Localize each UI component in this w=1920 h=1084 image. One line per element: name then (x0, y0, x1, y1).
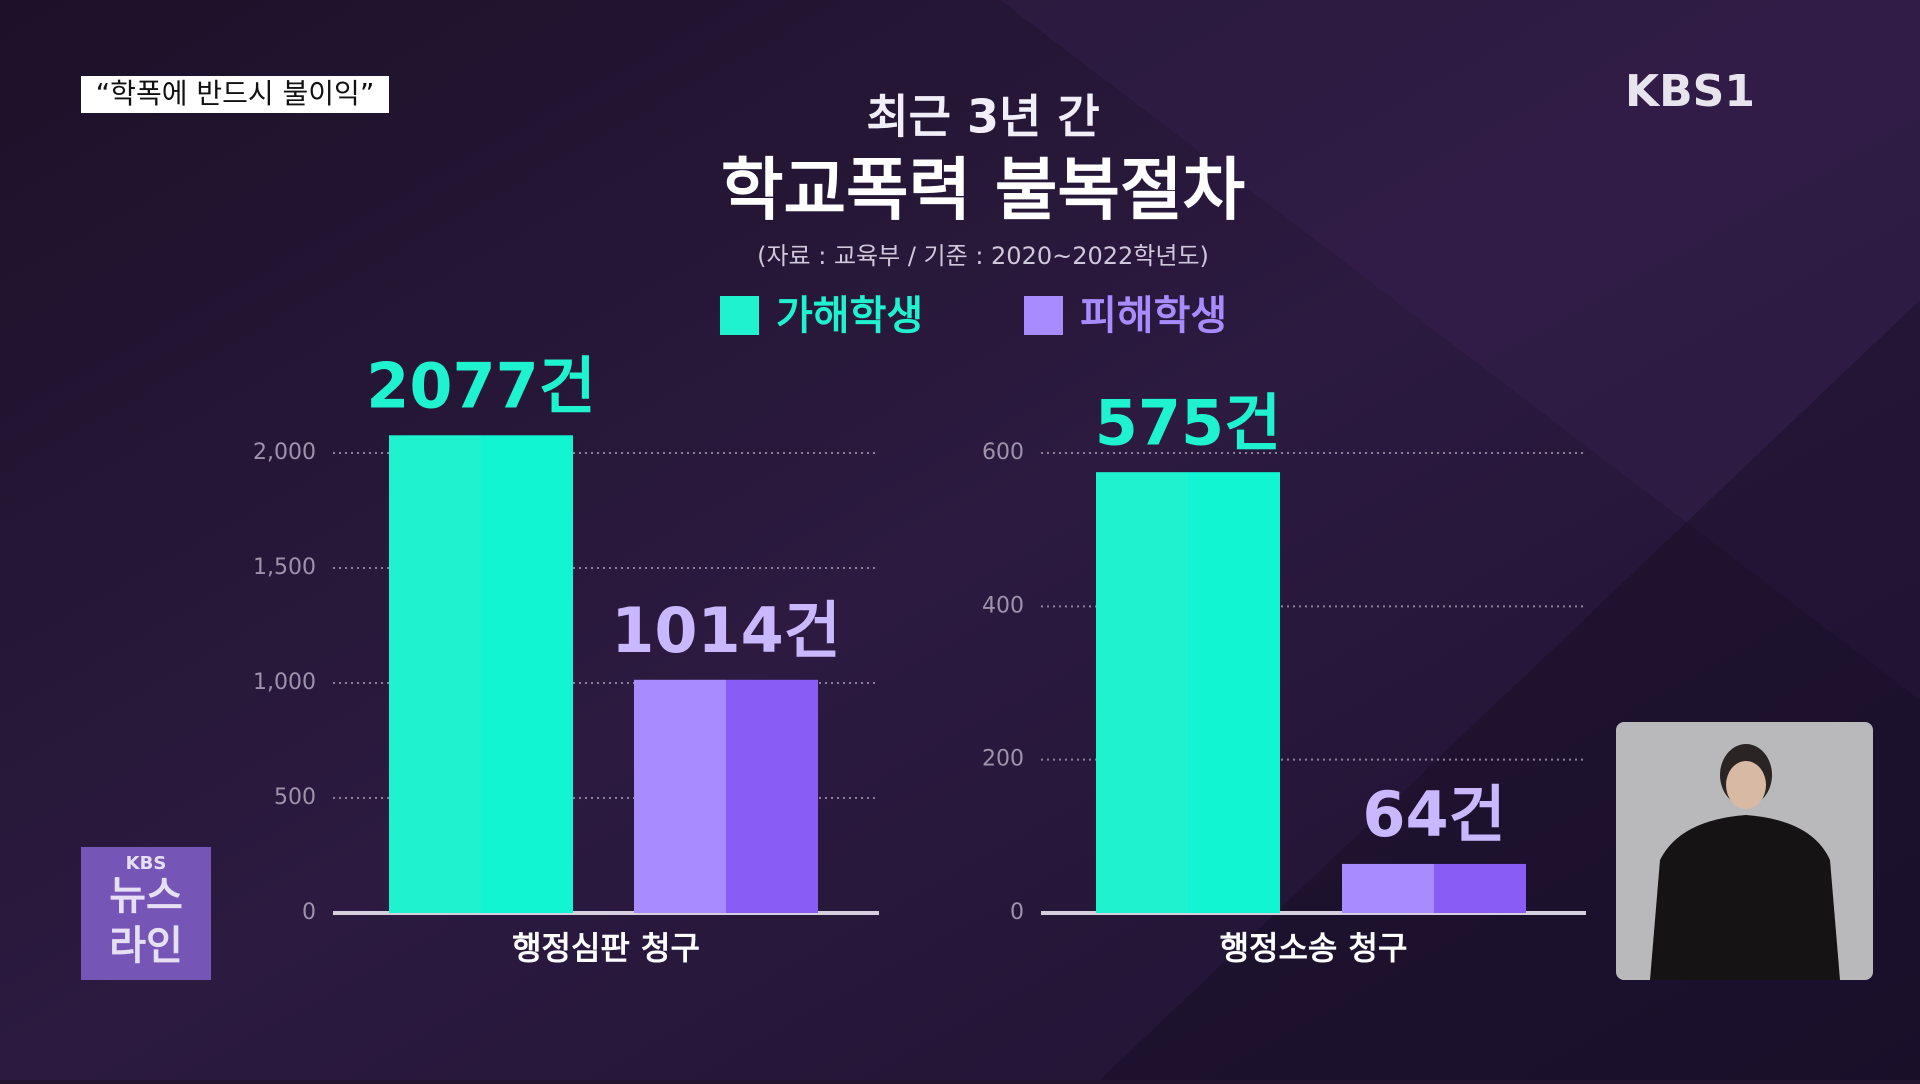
bar (1342, 863, 1526, 913)
y-tick-label: 1,500 (253, 555, 316, 580)
bar (1096, 472, 1280, 913)
program-logo-text: 뉴스 (109, 873, 183, 919)
y-tick-label: 2,000 (253, 440, 316, 465)
legend-swatch (720, 296, 759, 335)
value-label: 2077건 (366, 349, 596, 422)
bar (389, 435, 573, 913)
y-tick-label: 500 (274, 785, 316, 810)
charts: 0 500 1,000 1,500 2,000 행정심판 청구 2077건 1014건 0 200… (253, 349, 1586, 967)
program-logo-text: 라인 (109, 923, 183, 969)
y-tick-label: 1,000 (253, 670, 316, 695)
y-tick-label: 600 (982, 440, 1024, 465)
interpreter-face (1726, 761, 1766, 809)
legend-label: 가해학생 (776, 293, 923, 339)
y-tick-label: 200 (982, 747, 1024, 772)
legend: 가해학생 피해학생 (720, 293, 1227, 339)
program-logo-box (81, 847, 211, 980)
x-tick-label: 행정심판 청구 (512, 929, 700, 967)
program-logo-brand: KBS (126, 853, 167, 874)
interpreter-body (1650, 815, 1840, 980)
x-tick-label: 행정소송 청구 (1220, 929, 1408, 967)
source: (자료 : 교육부 / 기준 : 2020~2022학년도) (757, 242, 1209, 270)
value-label: 1014건 (611, 594, 841, 667)
headline: 학교폭력 불복절차 (721, 152, 1245, 231)
channel-logo: KBS1 (1625, 66, 1755, 117)
y-tick-label: 0 (1010, 900, 1024, 925)
bar (634, 679, 818, 913)
legend-label: 피해학생 (1080, 293, 1227, 339)
bg-shape (1000, 0, 1920, 700)
sign-interpreter (1616, 722, 1873, 980)
value-label: 575건 (1095, 386, 1281, 459)
caption: “학폭에 반드시 불이익” (96, 77, 375, 110)
caption-box (81, 76, 389, 113)
y-tick-label: 400 (982, 593, 1024, 618)
title: 최근 3년 간 (866, 90, 1099, 144)
y-tick-label: 0 (302, 900, 316, 925)
legend-swatch (1024, 296, 1063, 335)
value-label: 64건 (1362, 778, 1505, 851)
